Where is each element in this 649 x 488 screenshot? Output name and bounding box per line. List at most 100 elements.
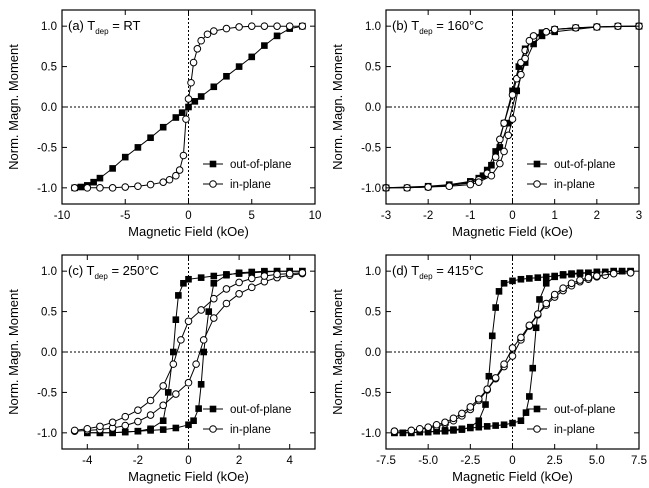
data-point-out-of-plane: [522, 409, 530, 416]
data-point-out-of-plane: [197, 274, 205, 281]
series-line-out-of-plane: [87, 270, 303, 434]
data-point-in-plane: [508, 115, 517, 123]
y-tick-label: 0.0: [41, 102, 57, 114]
data-point-in-plane: [260, 272, 269, 280]
data-point-in-plane: [247, 283, 256, 292]
data-point-out-of-plane: [500, 421, 508, 429]
x-tick-label: 1: [551, 210, 557, 222]
data-point-in-plane: [298, 22, 307, 30]
data-point-in-plane: [449, 414, 458, 423]
data-point-in-plane: [222, 299, 231, 308]
data-point-in-plane: [525, 36, 534, 45]
legend-label: out-of-plane: [554, 404, 615, 416]
data-point-in-plane: [179, 151, 188, 160]
data-point-in-plane: [70, 184, 79, 192]
legend-marker-circle: [533, 180, 541, 188]
data-point-in-plane: [508, 352, 517, 360]
data-point-in-plane: [134, 406, 142, 415]
data-point-in-plane: [235, 290, 243, 298]
data-point-out-of-plane: [200, 348, 207, 356]
data-point-in-plane: [474, 178, 483, 186]
data-point-in-plane: [189, 58, 198, 67]
legend-marker-square: [533, 160, 541, 168]
x-tick-label: 0: [185, 455, 191, 467]
data-point-out-of-plane: [399, 429, 407, 437]
data-point-out-of-plane: [517, 275, 525, 283]
data-point-in-plane: [169, 360, 178, 368]
x-axis-label: Magnetic Field (kOe): [452, 469, 573, 484]
x-tick-label: 2.5: [547, 455, 563, 467]
legend-marker-square: [209, 405, 217, 413]
y-tick-label: 1.0: [41, 266, 57, 278]
data-point-out-of-plane: [475, 423, 483, 431]
data-point-in-plane: [70, 426, 79, 435]
data-point-out-of-plane: [496, 144, 504, 151]
data-point-in-plane: [96, 422, 104, 431]
panel-title: (b) Tdep = 160°C: [392, 18, 484, 36]
data-point-in-plane: [626, 268, 635, 277]
hysteresis-panel-0: -10 -5 0 5 10 -1.0 -0.5 0.0 0.5 1.0 Magnetic Field…: [6, 9, 321, 239]
x-tick-label: -3: [381, 210, 391, 222]
data-point-in-plane: [121, 412, 130, 421]
data-point-in-plane: [146, 411, 155, 419]
x-tick-label: 3: [636, 210, 642, 222]
data-point-in-plane: [210, 294, 218, 303]
data-point-in-plane: [487, 171, 496, 180]
data-point-out-of-plane: [159, 417, 167, 425]
data-point-in-plane: [210, 314, 218, 322]
x-tick-label: 2: [236, 455, 242, 467]
data-point-out-of-plane: [185, 103, 192, 111]
data-point-out-of-plane: [195, 405, 202, 412]
legend: out-of-plane in-plane: [527, 159, 615, 191]
legend: out-of-plane in-plane: [527, 404, 615, 436]
data-point-in-plane: [550, 25, 559, 34]
data-point-in-plane: [517, 70, 525, 79]
y-axis-label: Norm. Magn. Moment: [6, 44, 21, 170]
y-tick-label: 0.5: [41, 62, 57, 74]
data-point-in-plane: [235, 278, 243, 287]
y-tick-label: 0.5: [365, 62, 381, 74]
data-point-out-of-plane: [534, 274, 542, 281]
y-tick-label: 0.0: [365, 347, 381, 359]
y-tick-label: 0.0: [41, 347, 57, 359]
data-point-out-of-plane: [96, 174, 104, 182]
data-point-in-plane: [108, 184, 117, 192]
data-point-out-of-plane: [185, 275, 192, 283]
y-axis-label: Norm. Magn. Moment: [330, 289, 345, 415]
data-point-in-plane: [159, 382, 167, 390]
data-point-out-of-plane: [197, 381, 205, 388]
data-point-out-of-plane: [90, 178, 97, 186]
legend: out-of-plane in-plane: [203, 404, 291, 436]
data-point-out-of-plane: [492, 422, 499, 429]
data-point-out-of-plane: [495, 288, 503, 295]
y-axis-label: Norm. Magn. Moment: [330, 44, 345, 170]
data-point-in-plane: [593, 23, 601, 31]
data-point-out-of-plane: [618, 267, 626, 275]
y-tick-label: -0.5: [361, 387, 381, 399]
data-point-in-plane: [146, 396, 155, 405]
data-point-out-of-plane: [248, 53, 256, 61]
x-tick-label: -10: [54, 210, 71, 222]
x-tick-label: -4: [82, 455, 93, 467]
data-point-in-plane: [193, 45, 202, 53]
data-point-out-of-plane: [175, 292, 182, 299]
data-point-in-plane: [260, 22, 269, 30]
data-point-in-plane: [432, 420, 441, 429]
x-tick-label: -5: [120, 210, 130, 222]
data-point-in-plane: [441, 418, 449, 427]
y-tick-label: 0.0: [365, 102, 381, 114]
x-tick-label: -2: [423, 210, 433, 222]
data-point-in-plane: [407, 426, 416, 435]
data-point-in-plane: [222, 24, 231, 33]
legend-label: in-plane: [554, 424, 595, 436]
data-point-in-plane: [199, 336, 208, 344]
legend-marker-circle: [533, 425, 541, 433]
data-point-out-of-plane: [532, 324, 540, 332]
data-point-in-plane: [584, 273, 593, 282]
data-point-out-of-plane: [164, 389, 172, 396]
x-axis-label: Magnetic Field (kOe): [128, 469, 249, 484]
data-point-in-plane: [525, 321, 534, 330]
data-point-in-plane: [500, 360, 508, 368]
data-point-in-plane: [182, 115, 190, 123]
